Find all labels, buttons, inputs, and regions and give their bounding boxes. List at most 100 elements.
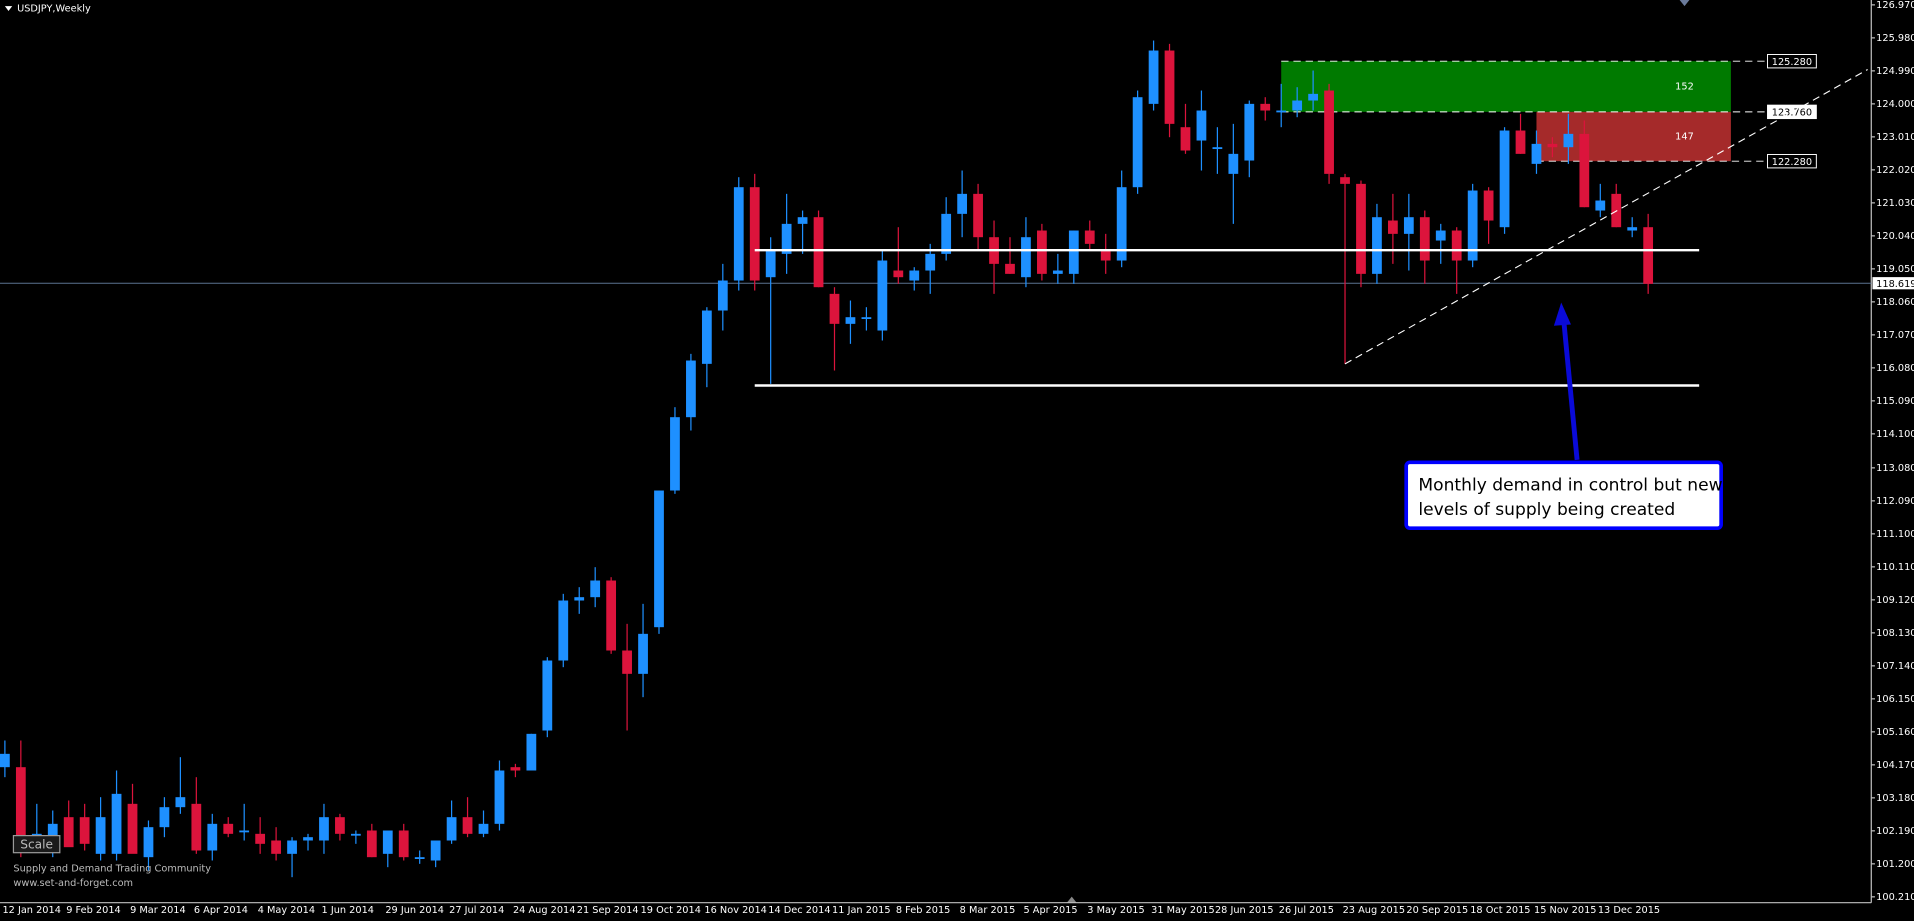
candle-body — [207, 823, 218, 851]
y-tick-label: 100.210 — [1876, 892, 1914, 903]
supply-zone — [1281, 61, 1731, 112]
candle-body — [335, 817, 345, 834]
candle-body — [1196, 110, 1207, 141]
zone-label: 147 — [1675, 132, 1694, 143]
candle-body — [287, 840, 297, 854]
candle-body — [749, 187, 760, 281]
x-tick-label: 27 Jul 2014 — [449, 905, 504, 916]
x-tick-label: 13 Dec 2015 — [1598, 905, 1660, 916]
candle-body — [1308, 93, 1318, 101]
scale-button-label[interactable]: Scale — [20, 837, 53, 851]
y-tick-label: 102.190 — [1876, 826, 1914, 837]
candle-body — [462, 817, 473, 834]
shift-marker — [1066, 896, 1077, 903]
y-tick-label: 109.120 — [1876, 595, 1914, 606]
y-tick-label: 121.030 — [1876, 198, 1914, 209]
y-tick-label: 103.180 — [1876, 793, 1914, 804]
x-tick-label: 3 May 2015 — [1087, 905, 1144, 916]
footer-url: www.set-and-forget.com — [13, 878, 133, 889]
footer-text: Supply and Demand Trading Community — [13, 864, 211, 875]
candle-body — [1531, 143, 1542, 164]
candle-body — [111, 793, 122, 854]
y-tick-label: 126.970 — [1876, 0, 1914, 11]
candle-body — [79, 817, 90, 844]
y-tick-label: 120.040 — [1876, 231, 1914, 242]
candle-body — [366, 830, 377, 858]
candle-body — [1276, 110, 1287, 113]
y-tick-label: 118.060 — [1876, 297, 1914, 308]
candle-body — [510, 767, 521, 771]
annotation-text: levels of supply being created — [1418, 500, 1675, 520]
candle-body — [1451, 230, 1462, 261]
y-tick-label: 107.140 — [1876, 661, 1914, 672]
x-tick-label: 14 Dec 2014 — [768, 905, 830, 916]
candle-body — [143, 827, 154, 858]
candle-body — [717, 280, 728, 311]
y-tick-label: 105.160 — [1876, 727, 1914, 738]
candle-body — [797, 217, 808, 224]
candle-body — [95, 817, 106, 854]
candle-body — [542, 660, 553, 731]
candle-body — [1340, 177, 1350, 184]
candle-body — [877, 260, 888, 331]
candle-body — [622, 650, 632, 674]
candle-body — [1037, 230, 1047, 274]
annotation-text: Monthly demand in control but new — [1418, 476, 1722, 496]
candle-body — [1435, 230, 1446, 241]
candle-body — [526, 733, 537, 771]
candle-body — [861, 317, 872, 320]
candle-body — [1388, 220, 1398, 234]
y-tick-label: 106.150 — [1876, 694, 1914, 705]
trendline — [1344, 69, 1868, 365]
footer: Scale Supply and Demand Trading Communit… — [12, 834, 211, 889]
candle-body — [574, 597, 585, 601]
y-tick-label: 124.000 — [1876, 99, 1914, 110]
x-tick-label: 18 Oct 2015 — [1470, 905, 1530, 916]
candle-body — [941, 213, 952, 254]
candle-body — [271, 840, 281, 854]
candle-body — [1595, 200, 1606, 211]
zone-label: 152 — [1675, 82, 1694, 93]
candle-body — [686, 360, 696, 418]
candle-body — [191, 803, 202, 851]
candle-body — [446, 817, 457, 841]
candle-body — [1068, 230, 1079, 274]
price-tag-label: 122.280 — [1772, 157, 1812, 168]
price-tag-label: 125.280 — [1772, 57, 1812, 68]
x-tick-label: 11 Jan 2015 — [832, 905, 890, 916]
candle-body — [1260, 103, 1271, 111]
y-tick-label: 112.090 — [1876, 496, 1914, 507]
x-tick-label: 1 Jun 2014 — [322, 905, 374, 916]
candle-body — [382, 830, 393, 854]
candle-body — [1132, 97, 1143, 188]
x-tick-label: 23 Aug 2015 — [1343, 905, 1405, 916]
y-tick-label: 119.050 — [1876, 264, 1914, 275]
x-tick-label: 29 Jun 2014 — [385, 905, 444, 916]
x-tick-label: 16 Nov 2014 — [704, 905, 766, 916]
candle-body — [1164, 50, 1175, 124]
candle-body — [1627, 227, 1638, 231]
chart-title: USDJPY,Weekly — [17, 4, 91, 15]
candle-body — [1483, 190, 1494, 221]
x-tick-label: 24 Aug 2014 — [513, 905, 575, 916]
candle-body — [1244, 103, 1255, 161]
candle-body — [1084, 230, 1095, 244]
candle-body — [1228, 153, 1239, 174]
candle-body — [909, 270, 920, 281]
x-tick-label: 31 May 2015 — [1151, 905, 1215, 916]
candle-body — [494, 770, 505, 824]
x-tick-label: 28 Jun 2015 — [1215, 905, 1274, 916]
x-tick-label: 12 Jan 2014 — [2, 905, 60, 916]
x-tick-label: 26 Jul 2015 — [1279, 905, 1334, 916]
candle-body — [1419, 217, 1430, 261]
candle-body — [63, 817, 74, 848]
candle-body — [1100, 250, 1111, 261]
candle-body — [558, 600, 569, 661]
x-tick-label: 19 Oct 2014 — [641, 905, 701, 916]
scale-button[interactable] — [12, 834, 61, 854]
candle-body — [255, 833, 266, 844]
y-tick-label: 124.990 — [1876, 66, 1914, 77]
candle-body — [1052, 270, 1063, 274]
candle-body — [973, 193, 983, 238]
candle-body — [1579, 133, 1590, 208]
